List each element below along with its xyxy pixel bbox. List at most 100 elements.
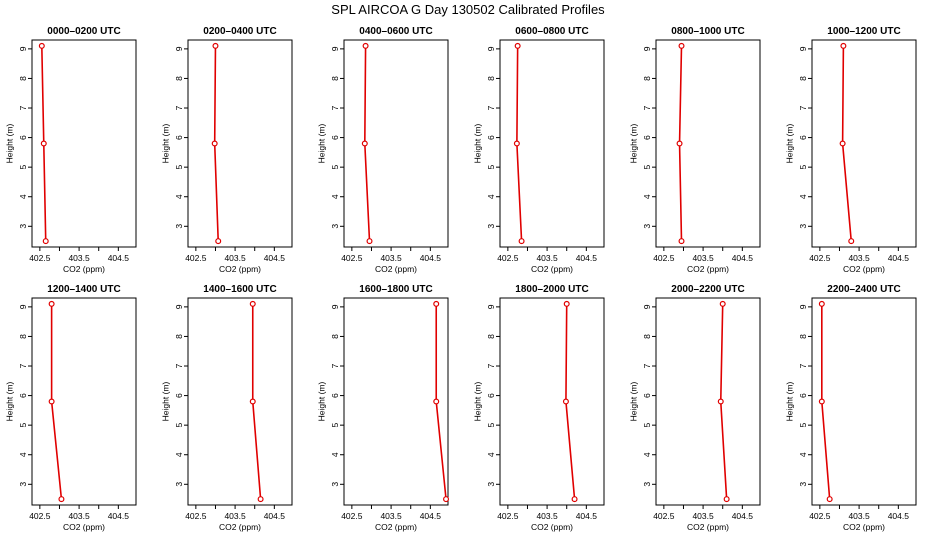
x-tick-label: 404.5 <box>264 511 286 521</box>
y-tick-label: 7 <box>642 363 652 368</box>
data-point <box>513 140 520 147</box>
data-point <box>818 398 825 405</box>
data-point <box>818 300 825 307</box>
y-tick-label: 6 <box>174 135 184 140</box>
y-tick-label: 3 <box>174 224 184 229</box>
x-axis-label: CO2 (ppm) <box>375 264 417 274</box>
x-tick-label: 402.5 <box>29 253 51 263</box>
data-point <box>839 140 846 147</box>
y-tick-label: 3 <box>642 224 652 229</box>
plot-frame <box>31 39 137 248</box>
y-tick-label: 4 <box>330 452 340 457</box>
data-point <box>433 398 440 405</box>
data-point <box>58 496 65 503</box>
y-tick-label: 5 <box>174 423 184 428</box>
panel-title: 1600–1800 UTC <box>359 284 432 295</box>
data-point <box>678 42 685 49</box>
x-tick-label: 403.5 <box>224 253 246 263</box>
y-tick-label: 3 <box>798 224 808 229</box>
y-tick-label: 8 <box>330 334 340 339</box>
data-point <box>249 398 256 405</box>
plot-frame <box>187 297 293 506</box>
x-tick-label: 402.5 <box>29 511 51 521</box>
y-axis-label: Height (m) <box>472 124 482 164</box>
data-point <box>848 238 855 245</box>
x-axis-label: CO2 (ppm) <box>531 522 573 532</box>
x-tick-label: 404.5 <box>576 511 598 521</box>
y-tick-label: 7 <box>174 105 184 110</box>
y-axis-label: Height (m) <box>784 382 794 422</box>
figure-title: SPL AIRCOA G Day 130502 Calibrated Profi… <box>331 2 605 17</box>
data-point <box>563 300 570 307</box>
data-point <box>723 496 730 503</box>
y-tick-label: 5 <box>642 165 652 170</box>
panel-title: 0000–0200 UTC <box>47 26 120 37</box>
data-point <box>518 238 525 245</box>
panel-title: 2200–2400 UTC <box>827 284 900 295</box>
plot-frame <box>31 297 137 506</box>
data-point <box>840 42 847 49</box>
y-tick-label: 7 <box>174 363 184 368</box>
x-tick-label: 403.5 <box>68 511 90 521</box>
y-tick-label: 4 <box>18 194 28 199</box>
data-point <box>678 238 685 245</box>
y-axis-label: Height (m) <box>160 124 170 164</box>
plot-frame <box>187 39 293 248</box>
y-tick-label: 6 <box>18 135 28 140</box>
data-point <box>40 140 47 147</box>
plot-frame <box>499 39 605 248</box>
panel-title: 0800–1000 UTC <box>671 26 744 37</box>
panel-title: 0200–0400 UTC <box>203 26 276 37</box>
y-tick-label: 6 <box>330 393 340 398</box>
y-tick-label: 9 <box>174 304 184 309</box>
x-axis-label: CO2 (ppm) <box>687 264 729 274</box>
y-tick-label: 3 <box>486 224 496 229</box>
y-tick-label: 5 <box>798 423 808 428</box>
x-tick-label: 403.5 <box>692 511 714 521</box>
y-tick-label: 8 <box>18 334 28 339</box>
panel-title: 0400–0600 UTC <box>359 26 432 37</box>
plot-frame <box>811 39 917 248</box>
y-tick-label: 3 <box>18 224 28 229</box>
y-tick-label: 5 <box>486 165 496 170</box>
y-tick-label: 4 <box>174 452 184 457</box>
y-tick-label: 5 <box>18 165 28 170</box>
y-tick-label: 8 <box>798 76 808 81</box>
y-tick-label: 6 <box>486 393 496 398</box>
data-point <box>562 398 569 405</box>
y-tick-label: 5 <box>486 423 496 428</box>
data-point <box>48 300 55 307</box>
data-point <box>42 238 49 245</box>
x-tick-label: 403.5 <box>848 511 870 521</box>
y-tick-label: 9 <box>330 46 340 51</box>
y-tick-label: 5 <box>330 165 340 170</box>
y-tick-label: 8 <box>330 76 340 81</box>
y-tick-label: 9 <box>18 304 28 309</box>
data-point <box>362 42 369 49</box>
y-tick-label: 8 <box>174 334 184 339</box>
x-axis-label: CO2 (ppm) <box>531 264 573 274</box>
y-tick-label: 7 <box>330 105 340 110</box>
y-axis-label: Height (m) <box>160 382 170 422</box>
x-tick-label: 402.5 <box>653 511 675 521</box>
x-tick-label: 403.5 <box>380 253 402 263</box>
y-tick-label: 7 <box>18 105 28 110</box>
x-tick-label: 402.5 <box>185 253 207 263</box>
data-point <box>215 238 222 245</box>
y-tick-label: 3 <box>18 482 28 487</box>
x-tick-label: 402.5 <box>185 511 207 521</box>
y-tick-label: 4 <box>486 194 496 199</box>
data-point <box>719 300 726 307</box>
x-tick-label: 403.5 <box>380 511 402 521</box>
y-axis-label: Height (m) <box>4 382 14 422</box>
y-tick-label: 4 <box>798 194 808 199</box>
panel-title: 1400–1600 UTC <box>203 284 276 295</box>
x-tick-label: 402.5 <box>341 253 363 263</box>
y-tick-label: 3 <box>642 482 652 487</box>
